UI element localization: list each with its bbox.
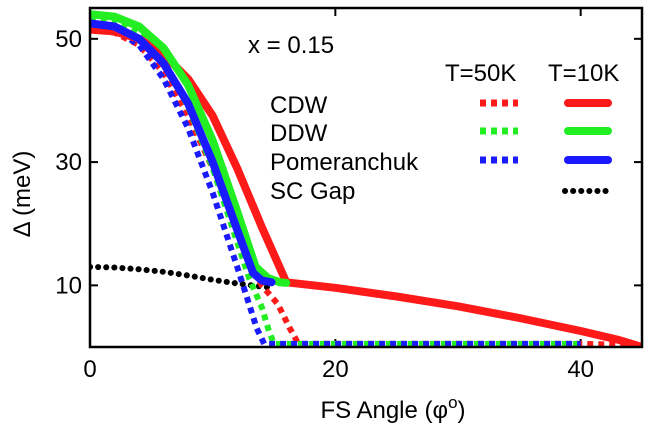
y-axis-title: Δ (meV) (9, 151, 36, 238)
x-tick-label: 0 (83, 356, 96, 383)
legend-label-ddw: DDW (270, 120, 328, 147)
series-line-pomeranchuk-50k (90, 20, 581, 347)
y-tick-label: 50 (55, 26, 82, 53)
legend-label-cdw: CDW (270, 92, 328, 119)
legend-header-10k: T=10K (548, 60, 619, 87)
x-axis-title: FS Angle (φo) (320, 393, 465, 424)
legend-label-pomeranchuk: Pomeranchuk (270, 149, 419, 176)
legend-label-sc-gap: SC Gap (270, 178, 355, 205)
y-tick-label: 10 (55, 272, 82, 299)
legend: T=50K T=10K CDW DDW Pomeranchuk SC Gap (270, 60, 619, 205)
x-tick-label: 20 (322, 356, 349, 383)
series-group (90, 10, 642, 347)
legend-header-50k: T=50K (445, 60, 516, 87)
x-tick-label: 40 (567, 356, 594, 383)
series-line-pomeranchuk-10k (90, 19, 276, 287)
y-tick-label: 30 (55, 149, 82, 176)
plot-frame (88, 6, 644, 349)
tick-labels: 0 20 40 10 30 50 (55, 26, 594, 383)
annotation-doping: x = 0.15 (248, 32, 334, 59)
